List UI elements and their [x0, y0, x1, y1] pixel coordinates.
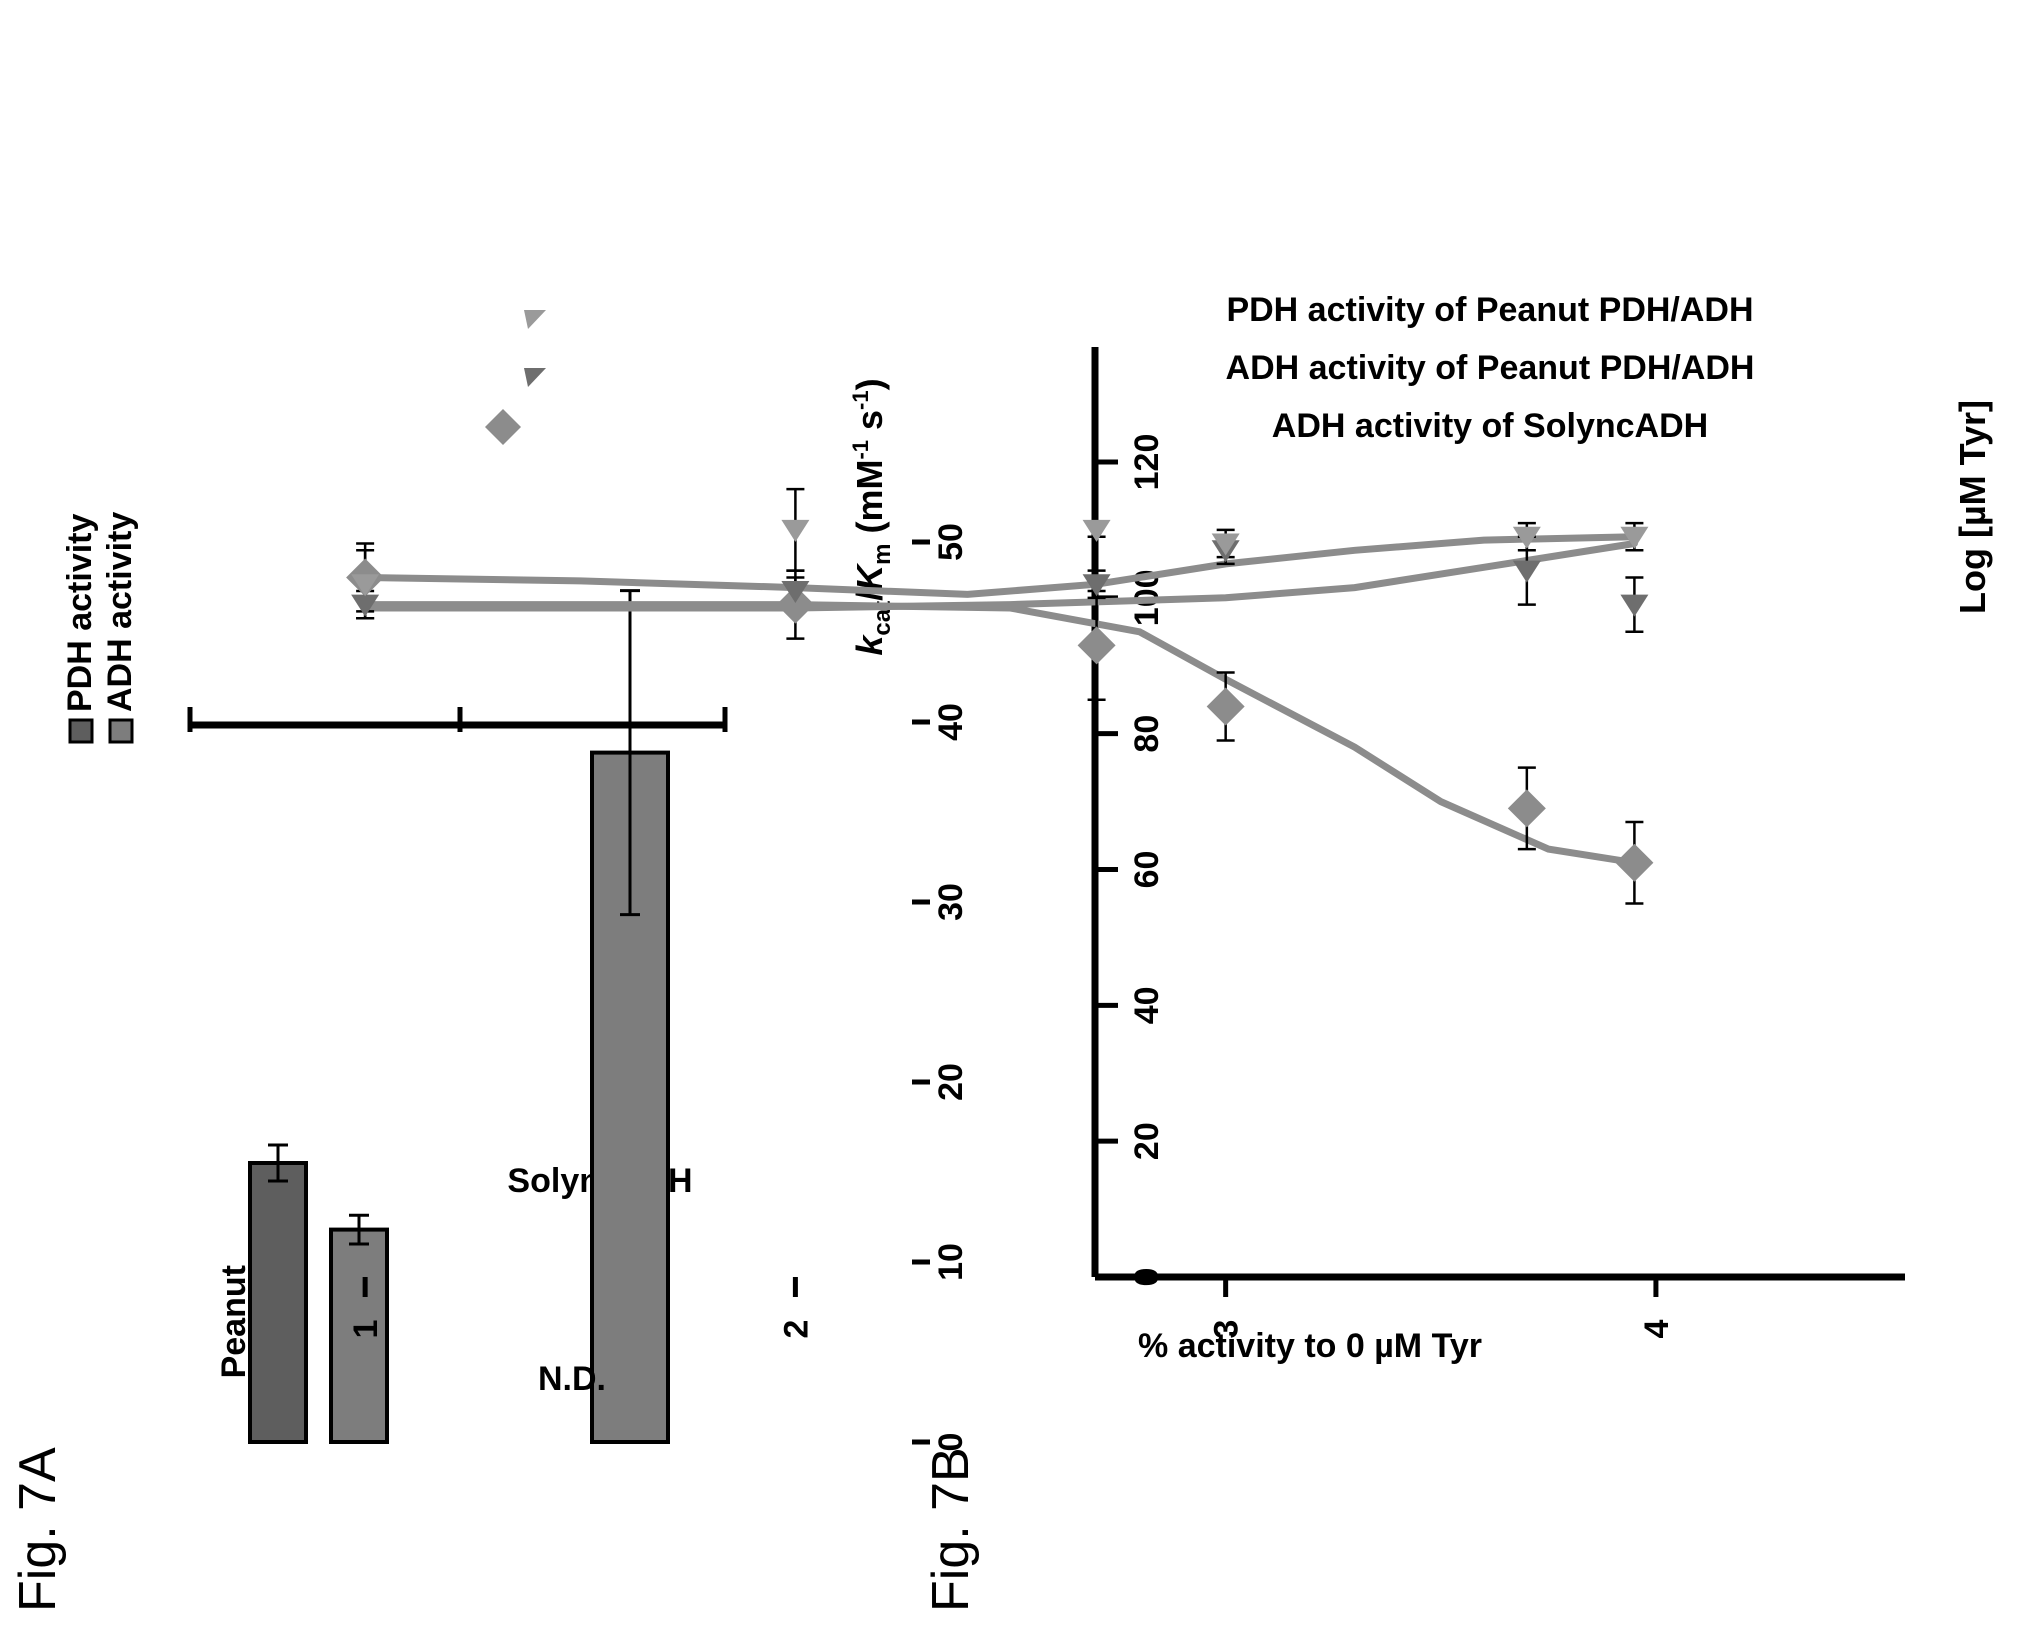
bar	[248, 1161, 308, 1444]
y-axis-tick-label: 40	[1128, 986, 1166, 1024]
legend-label-adh-peanut: ADH activity of Peanut PDH/ADH	[1226, 349, 1755, 387]
triangle-marker	[351, 594, 380, 617]
x-axis-ticks: 1 2 3 4	[347, 1277, 1676, 1338]
y-axis-tick-label: 60	[1128, 851, 1166, 889]
x-axis-tick-label: 2	[777, 1320, 815, 1339]
diamond-marker	[1206, 687, 1245, 726]
triangle-marker	[1082, 519, 1111, 542]
legend-marker-pdh-peanut	[524, 310, 546, 329]
fig-7b-label: Fig. 7B	[922, 1447, 980, 1612]
error-bars	[356, 487, 1644, 905]
legend-swatch-adh	[108, 718, 134, 744]
fig-7a-label: Fig. 7A	[9, 1447, 67, 1612]
value-axis-ticks: 0 10 20 30 40 50	[912, 523, 970, 1451]
legend: ADH activity of SolyncADH ADH activity o…	[485, 291, 1754, 445]
triangle-marker	[781, 581, 810, 604]
bar-chart: PDH activity ADH activity Peanut PDH/ADH…	[61, 378, 970, 1451]
value-axis-tick-label: 0	[932, 1433, 970, 1452]
legend-label-pdh-peanut: PDH activity of Peanut PDH/ADH	[1226, 291, 1753, 329]
y-axis-tick-label: 120	[1128, 434, 1166, 491]
data-markers	[346, 519, 1654, 882]
fit-curve	[361, 601, 1638, 867]
x-axis-tick-label: 4	[1638, 1319, 1676, 1338]
fit-curve	[361, 540, 1638, 612]
triangle-marker	[781, 519, 810, 542]
diamond-marker	[1615, 843, 1654, 882]
value-axis-tick-label: 10	[932, 1243, 970, 1281]
fit-curve	[361, 533, 1638, 598]
triangle-marker	[1620, 594, 1649, 617]
nd-annotation: N.D.	[538, 1360, 606, 1398]
x-axis-label: Log [µM Tyr]	[1952, 400, 1993, 614]
y-axis-tick-label: 0	[1128, 1268, 1166, 1287]
triangle-marker	[1620, 526, 1649, 549]
triangle-marker	[351, 574, 380, 597]
y-axis-label: % activity to 0 µM Tyr	[1138, 1327, 1482, 1365]
bars	[248, 589, 670, 1444]
value-axis-tick-label: 50	[932, 523, 970, 561]
diamond-marker	[776, 585, 815, 624]
fit-curves	[361, 533, 1638, 867]
value-axis-tick-label: 20	[932, 1063, 970, 1101]
legend-marker-adh-peanut	[524, 368, 546, 387]
triangle-marker	[1211, 533, 1240, 556]
value-axis-tick-label: 40	[932, 703, 970, 741]
triangle-marker	[1512, 560, 1541, 583]
triangle-marker	[1512, 526, 1541, 549]
legend-marker-solyncadh	[485, 409, 521, 445]
legend: PDH activity ADH activity	[61, 512, 139, 744]
value-axis-tick-label: 30	[932, 883, 970, 921]
diamond-marker	[1507, 789, 1546, 828]
x-axis-tick-label: 3	[1208, 1320, 1246, 1339]
legend-swatch-pdh	[68, 718, 94, 744]
y-axis-tick-label: 80	[1128, 715, 1166, 753]
y-axis-tick-label: 20	[1128, 1122, 1166, 1160]
legend-label-solyncadh: ADH activity of SolyncADH	[1272, 407, 1708, 445]
legend-label-adh: ADH activity	[101, 512, 139, 712]
x-axis-tick-label: 1	[347, 1320, 385, 1339]
x-axis-label: kcat/Km (mM-1 s-1)	[848, 378, 896, 655]
diamond-marker	[1077, 626, 1116, 665]
triangle-marker	[1082, 574, 1111, 597]
legend-label-pdh: PDH activity	[61, 514, 99, 712]
